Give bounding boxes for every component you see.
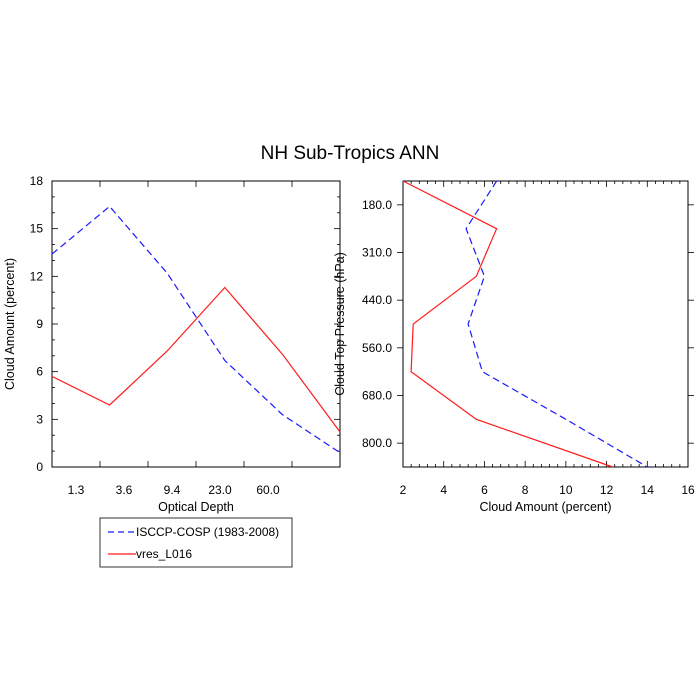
legend-label-obs: ISCCP-COSP (1983-2008)	[136, 525, 279, 539]
legend-box	[99, 517, 293, 568]
left-y-axis-title: Cloud Amount (percent)	[3, 258, 17, 390]
left-series-model-line	[51, 286, 341, 433]
right-x-tick-label: 6	[481, 483, 488, 497]
right-y-tick-label: 800.0	[362, 436, 392, 450]
left-x-tick-label: 1.3	[68, 483, 85, 497]
right-y-axis-title: Cloud Top Pressure (hPa)	[333, 252, 347, 396]
right-y-tick-label: 180.0	[362, 198, 392, 212]
left-x-tick-label: 9.4	[164, 483, 181, 497]
left-y-tick-label: 15	[30, 222, 44, 236]
right-y-tick-label: 680.0	[362, 389, 392, 403]
right-y-tick-label: 440.0	[362, 293, 392, 307]
right-y-tick-label: 560.0	[362, 341, 392, 355]
right-x-tick-label: 4	[440, 483, 447, 497]
left-series-obs-line	[51, 205, 341, 454]
right-series-obs-line	[465, 180, 648, 468]
left-y-tick-label: 18	[30, 174, 44, 188]
chart-title: NH Sub-Tropics ANN	[261, 143, 440, 164]
left-y-tick-label: 3	[36, 412, 43, 426]
left-y-tick-label: 9	[36, 317, 43, 331]
right-panel-cloud-top-pressure: 2 4 6 8 10 12 14 16 180.0 310.0 440.0 560.0 680.0 800…	[333, 180, 695, 514]
right-plot-frame	[402, 180, 689, 468]
right-x-tick-label: 14	[641, 483, 655, 497]
right-x-tick-label: 2	[400, 483, 407, 497]
right-y-tick-label: 310.0	[362, 246, 392, 260]
left-x-axis-title: Optical Depth	[158, 500, 234, 514]
left-panel-optical-depth: 0 3 6 9 12 15 18 1.3 3.6 9.4 23.0 60.0 Optical Depth…	[3, 174, 341, 514]
left-y-tick-label: 6	[36, 365, 43, 379]
left-x-tick-label: 23.0	[208, 483, 232, 497]
left-y-tick-label: 0	[36, 460, 43, 474]
right-x-tick-label: 8	[522, 483, 529, 497]
right-x-tick-label: 12	[600, 483, 614, 497]
legend: ISCCP-COSP (1983-2008) vres_L016	[99, 517, 293, 568]
left-y-tick-label: 12	[30, 269, 44, 283]
left-x-tick-label: 3.6	[116, 483, 133, 497]
right-x-tick-label: 16	[681, 483, 695, 497]
left-x-tick-label: 60.0	[256, 483, 280, 497]
right-x-tick-label: 10	[559, 483, 573, 497]
right-x-axis-title: Cloud Amount (percent)	[479, 500, 611, 514]
right-series-model-line	[402, 180, 613, 468]
legend-label-model: vres_L016	[136, 547, 192, 561]
